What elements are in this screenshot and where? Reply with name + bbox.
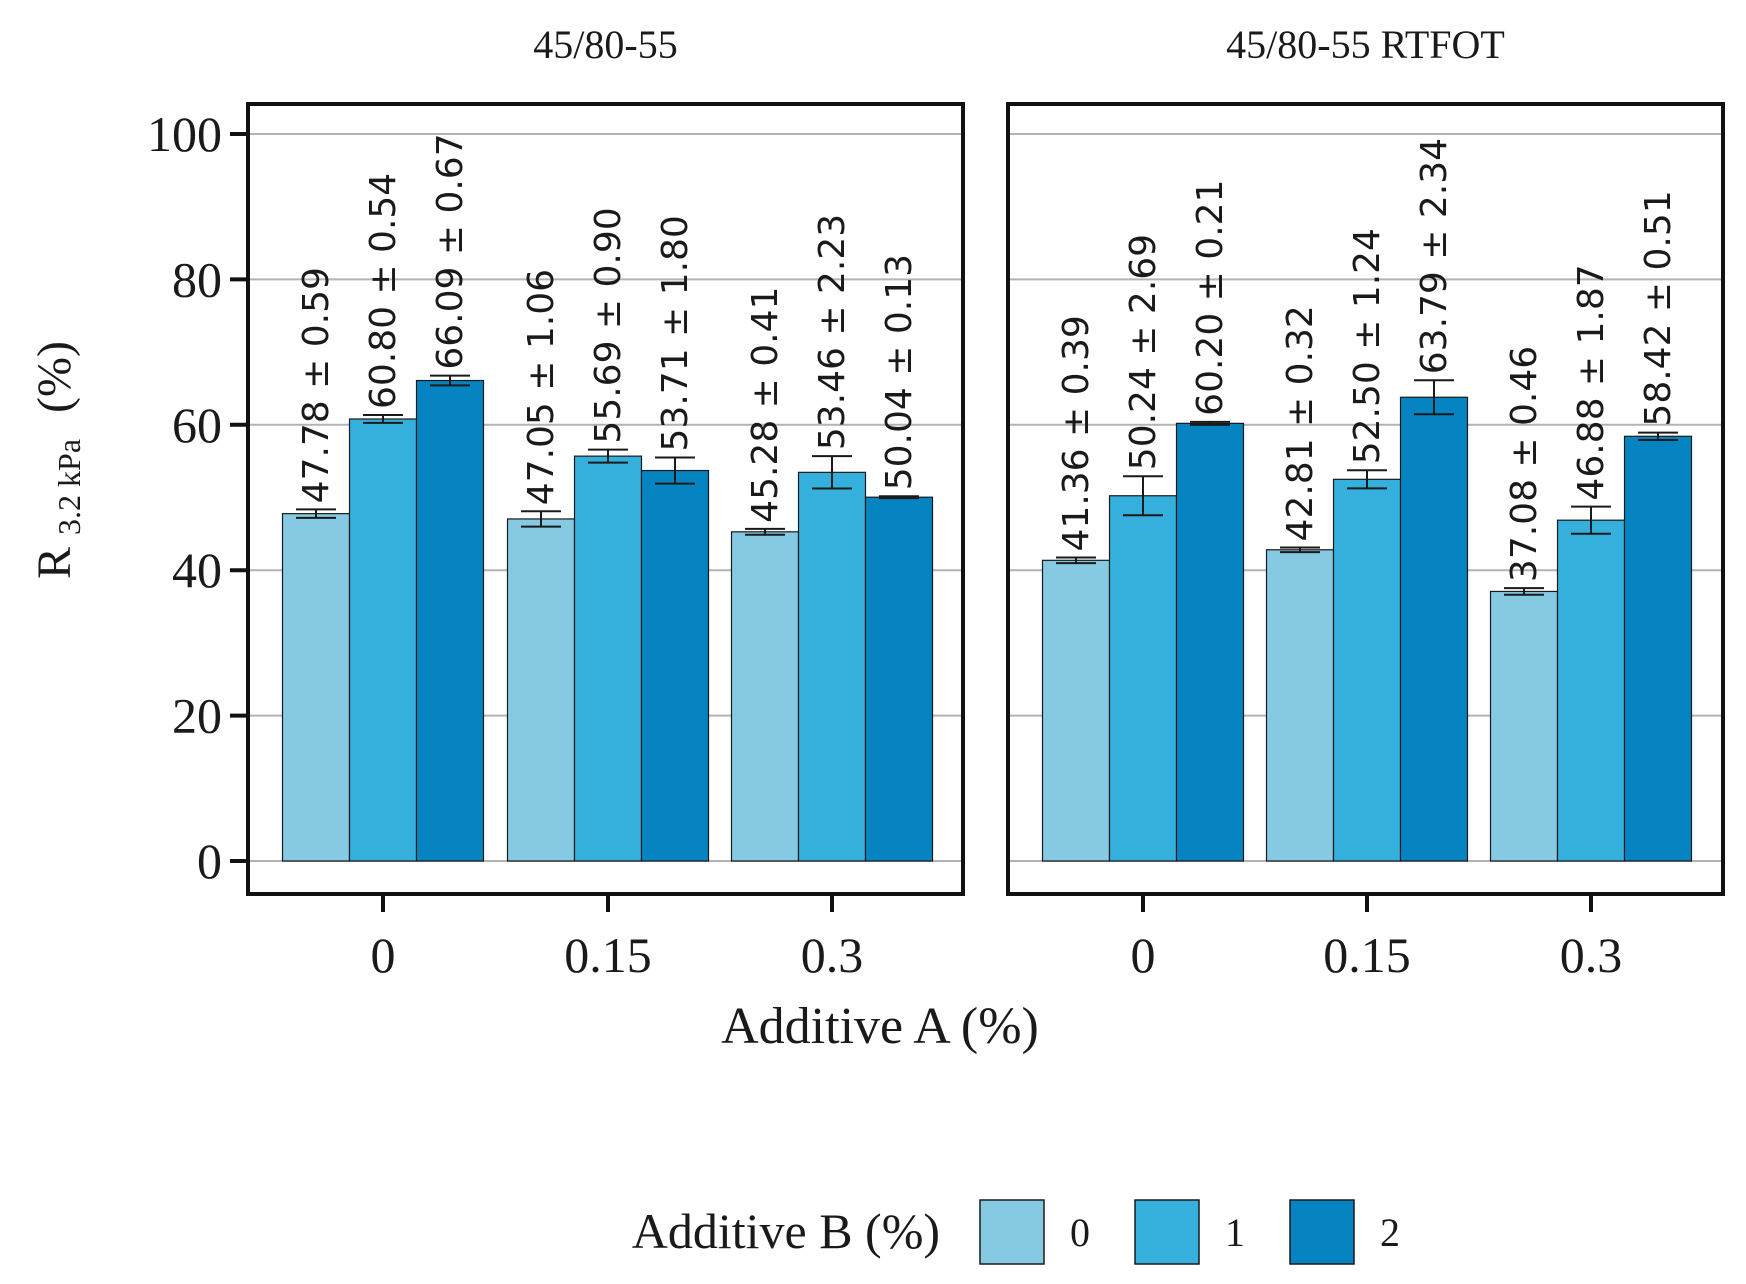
data-label: 50.04 ± 0.13 — [879, 254, 920, 490]
y-tick-label: 80 — [172, 251, 222, 307]
legend-label: 2 — [1380, 1210, 1400, 1255]
bar — [730, 531, 800, 862]
panel-border — [246, 102, 965, 896]
x-tick-label: 0 — [1131, 927, 1156, 983]
y-tick-label: 20 — [172, 688, 222, 744]
data-label: 52.50 ± 1.24 — [1347, 228, 1388, 464]
data-label: 53.46 ± 2.23 — [812, 214, 853, 450]
y-tick-label: 100 — [147, 106, 222, 162]
bar — [1489, 590, 1559, 862]
data-label: 55.69 ± 0.90 — [588, 207, 629, 443]
data-label: 50.24 ± 2.69 — [1123, 234, 1164, 470]
data-label: 53.71 ± 1.80 — [655, 215, 696, 451]
bar — [797, 471, 867, 862]
bar — [1623, 435, 1693, 862]
data-label: 41.36 ± 0.39 — [1056, 315, 1097, 551]
y-axis-label-main: R — [28, 547, 81, 579]
bar — [1556, 519, 1626, 862]
data-label: 46.88 ± 1.87 — [1571, 264, 1612, 500]
y-axis-label: R 3.2 kPa (%) — [28, 341, 91, 579]
legend-swatch — [979, 1199, 1045, 1265]
x-tick-label: 0.3 — [1560, 927, 1623, 983]
x-tick-label: 0 — [371, 927, 396, 983]
y-axis-label-unit: (%) — [28, 341, 81, 413]
data-label: 42.81 ± 0.32 — [1280, 305, 1321, 541]
x-tick-label: 0.15 — [564, 927, 652, 983]
bar — [1041, 559, 1111, 862]
bar — [1175, 422, 1245, 862]
x-tick-label: 0.3 — [801, 927, 864, 983]
legend-swatch — [1289, 1199, 1355, 1265]
y-axis-label-sub: 3.2 kPa — [51, 439, 87, 535]
data-label: 58.42 ± 0.51 — [1638, 190, 1679, 426]
data-label: 37.08 ± 0.46 — [1504, 346, 1545, 582]
data-label: 45.28 ± 0.41 — [745, 287, 786, 523]
legend-label: 1 — [1225, 1210, 1245, 1255]
legend-swatch — [1134, 1199, 1200, 1265]
legend-label: 0 — [1070, 1210, 1090, 1255]
y-tick-label: 40 — [172, 542, 222, 598]
bar — [1332, 478, 1402, 862]
data-label: 47.05 ± 1.06 — [521, 269, 562, 505]
bar — [506, 518, 576, 862]
panel-title: 45/80-55 — [533, 22, 677, 67]
bar — [864, 496, 934, 862]
y-tick-label: 60 — [172, 397, 222, 453]
panels-layer: 45/80-55 47.78 ± 0.59 47.05 ± 1.06 45.28 ± … — [147, 22, 1725, 983]
bar — [348, 418, 418, 862]
bar — [281, 513, 351, 862]
bar — [1265, 549, 1335, 862]
data-label: 63.79 ± 2.34 — [1414, 138, 1455, 374]
data-label: 47.78 ± 0.59 — [296, 267, 337, 503]
bar — [573, 455, 643, 862]
bar — [415, 379, 485, 862]
panel-title: 45/80-55 RTFOT — [1226, 22, 1505, 67]
data-label: 60.80 ± 0.54 — [363, 173, 404, 409]
bar — [1108, 495, 1178, 862]
data-label: 60.20 ± 0.21 — [1190, 180, 1231, 416]
x-axis-label: Additive A (%) — [721, 998, 1039, 1055]
data-label: 66.09 ± 0.67 — [430, 133, 471, 369]
legend: Additive B (%) 0 1 2 — [632, 1199, 1400, 1265]
legend-title: Additive B (%) — [632, 1203, 940, 1259]
y-tick-label: 0 — [197, 833, 222, 889]
bar — [640, 469, 710, 862]
bar — [1399, 396, 1469, 862]
x-tick-label: 0.15 — [1323, 927, 1411, 983]
